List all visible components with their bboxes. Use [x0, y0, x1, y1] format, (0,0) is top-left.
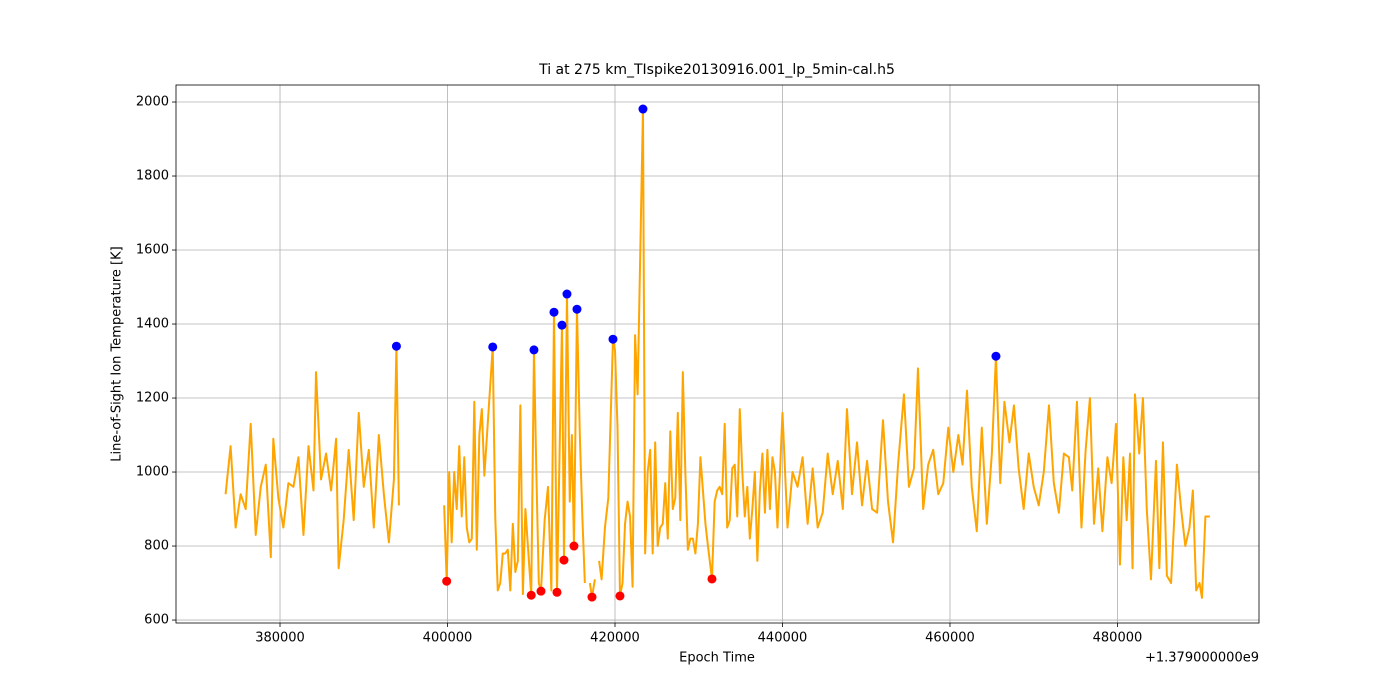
y-tick-label: 2000	[136, 95, 169, 110]
marker-point	[391, 341, 401, 351]
x-offset-label: +1.379000000e9	[1145, 651, 1259, 666]
marker-point	[569, 541, 579, 551]
marker-point	[638, 104, 648, 114]
marker-point	[557, 320, 567, 330]
marker-point	[991, 351, 1001, 361]
marker-point	[587, 592, 597, 602]
marker-point	[559, 555, 569, 565]
marker-point	[488, 342, 498, 352]
y-axis-label: Line-of-Sight Ion Temperature [K]	[110, 246, 125, 461]
x-tick-label: 420000	[590, 631, 640, 646]
y-tick-label: 800	[144, 539, 169, 554]
plot-frame	[175, 84, 1260, 624]
marker-point	[608, 334, 618, 344]
y-tick-label: 1600	[136, 243, 169, 258]
y-tick-label: 1000	[136, 465, 169, 480]
y-tick-label: 1200	[136, 391, 169, 406]
x-axis-label: Epoch Time	[679, 651, 755, 666]
marker-point	[572, 304, 582, 314]
marker-point	[442, 576, 452, 586]
marker-point	[549, 307, 559, 317]
x-tick-label: 440000	[758, 631, 808, 646]
marker-point	[615, 591, 625, 601]
y-tick-label: 600	[144, 613, 169, 628]
y-tick-label: 1400	[136, 317, 169, 332]
marker-point	[526, 590, 536, 600]
y-tick-label: 1800	[136, 169, 169, 184]
x-tick-label: 400000	[423, 631, 473, 646]
marker-point	[529, 345, 539, 355]
data-line	[224, 108, 1210, 599]
x-tick-label: 380000	[255, 631, 305, 646]
chart-title: Ti at 275 km_TIspike20130916.001_lp_5min…	[538, 62, 895, 78]
x-tick-label: 480000	[1093, 631, 1143, 646]
marker-point	[536, 586, 546, 596]
marker-point	[552, 587, 562, 597]
x-tick-label: 460000	[925, 631, 975, 646]
marker-point	[707, 574, 717, 584]
marker-point	[562, 289, 572, 299]
